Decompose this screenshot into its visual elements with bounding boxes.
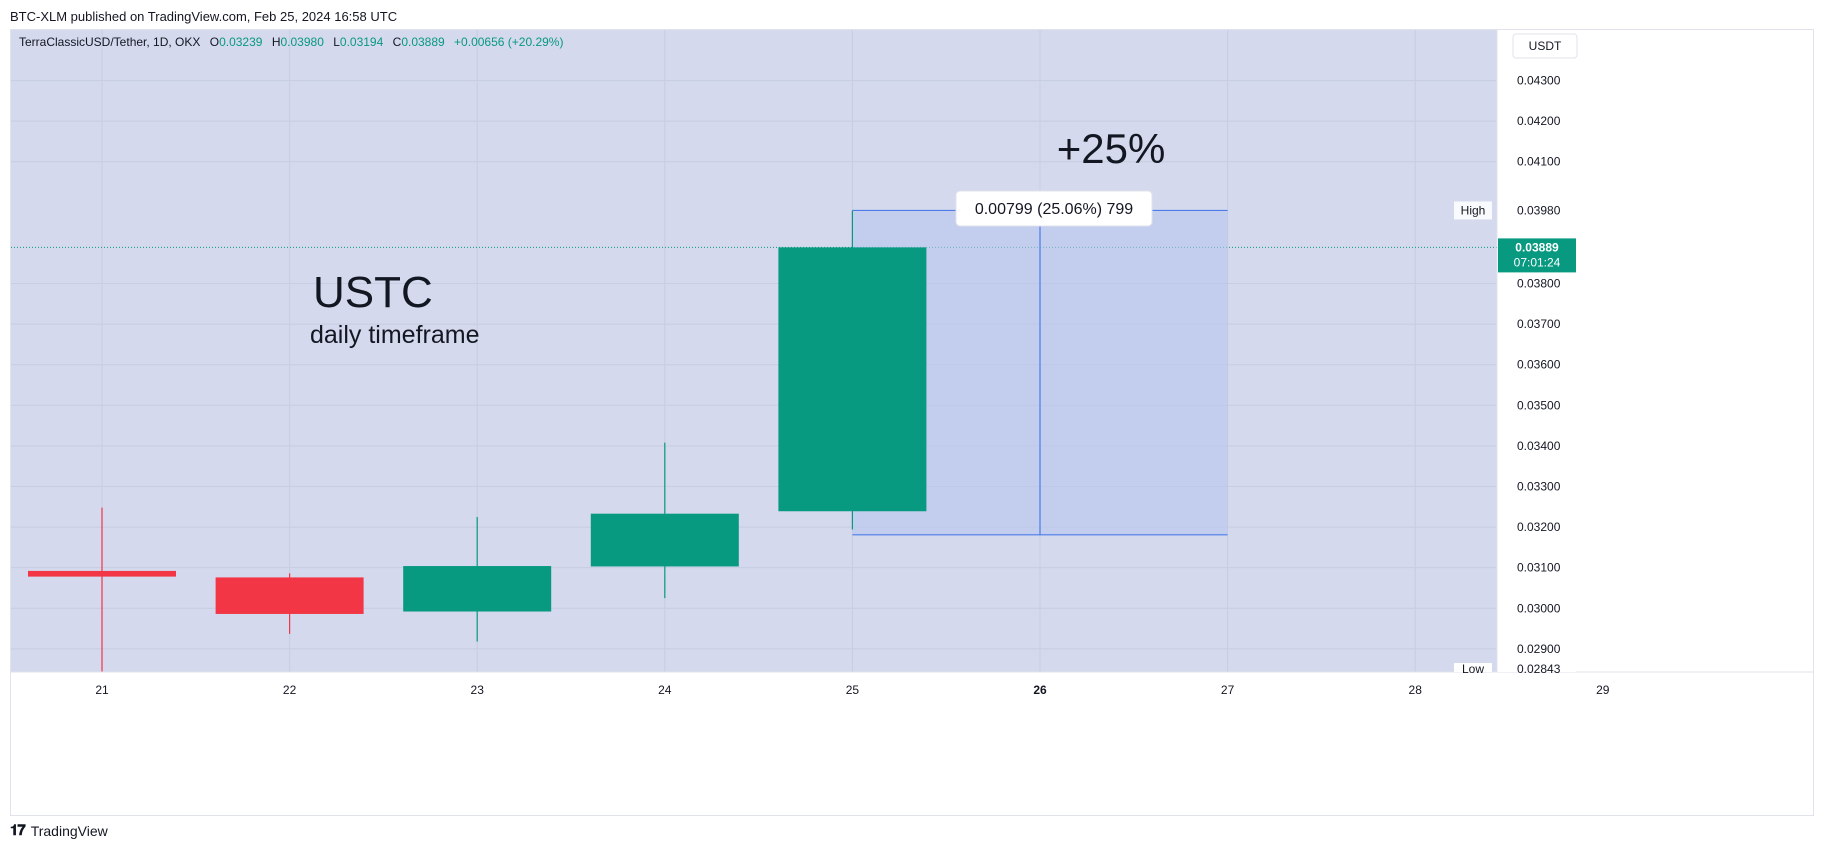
y-tick-label: 0.03200	[1517, 520, 1561, 534]
candles	[28, 210, 927, 672]
footer-brand-label: TradingView	[30, 822, 108, 839]
y-tick-label: 0.03000	[1517, 601, 1561, 615]
time-axis[interactable]	[11, 672, 1813, 815]
low-marker-value: 0.02843	[1517, 662, 1561, 676]
annotation-subtitle[interactable]: daily timeframe	[310, 321, 480, 349]
y-tick-labels: 0.04300 0.04200 0.04100 0.03800 0.03700 0.036…	[1517, 74, 1561, 656]
low-marker-label: Low	[1462, 662, 1484, 676]
x-tick-labels: 21 22 23 24 25 26 27 28 29	[95, 683, 1609, 697]
x-tick-label: 23	[471, 683, 485, 697]
candle-24[interactable]	[590, 442, 739, 599]
currency-button-label: USDT	[1529, 39, 1562, 53]
price-axis[interactable]	[1497, 30, 1813, 672]
bar-countdown: 07:01:24	[1514, 255, 1561, 269]
y-tick-label: 0.04100	[1517, 155, 1561, 169]
y-tick-label: 0.03400	[1517, 439, 1561, 453]
y-tick-label: 0.03700	[1517, 317, 1561, 331]
footer-brand[interactable]: 𝟏𝟕 TradingView	[10, 822, 108, 839]
legend-high-label: H	[272, 35, 281, 49]
high-marker-label: High	[1461, 203, 1486, 217]
candle-21[interactable]	[28, 507, 176, 672]
candle-body	[590, 513, 739, 567]
y-tick-label: 0.03500	[1517, 398, 1561, 412]
candle-22[interactable]	[215, 573, 364, 634]
legend-open-label: O	[210, 35, 219, 49]
x-tick-label: 24	[658, 683, 672, 697]
last-price-badge: 0.03889 07:01:24	[1498, 238, 1576, 273]
candle-body	[778, 247, 927, 512]
annotation-percent[interactable]: +25%	[1057, 125, 1166, 172]
x-tick-label: 26	[1033, 683, 1047, 697]
y-tick-label: 0.04200	[1517, 114, 1561, 128]
currency-button[interactable]: USDT	[1512, 33, 1578, 59]
candle-23[interactable]	[403, 516, 552, 642]
legend-change: +0.00656 (+20.29%)	[454, 35, 563, 49]
low-marker: Low 0.02843	[1454, 662, 1576, 676]
legend-low-label: L	[333, 35, 340, 49]
grid-layer	[11, 30, 1604, 672]
chart-frame[interactable]: +25% USTC daily timeframe 0.00799 (25.06…	[10, 29, 1814, 816]
y-tick-label: 0.03100	[1517, 561, 1561, 575]
tradingview-logo-icon: 𝟏𝟕	[10, 822, 26, 839]
legend-low: 0.03194	[340, 35, 384, 49]
y-tick-label: 0.03300	[1517, 479, 1561, 493]
plot-background[interactable]	[11, 30, 1497, 672]
y-tick-label: 0.03800	[1517, 277, 1561, 291]
x-tick-label: 25	[846, 683, 860, 697]
x-tick-label: 28	[1409, 683, 1423, 697]
legend-open: 0.03239	[219, 35, 263, 49]
legend-close: 0.03889	[401, 35, 445, 49]
candle-body	[403, 566, 552, 612]
measure-label: 0.00799 (25.06%) 799	[955, 190, 1153, 227]
y-tick-label: 0.04300	[1517, 74, 1561, 88]
y-tick-label: 0.02900	[1517, 642, 1561, 656]
symbol-legend: TerraClassicUSD/Tether, 1D, OKX O0.03239…	[19, 35, 563, 49]
legend-close-label: C	[393, 35, 402, 49]
y-tick-label: 0.03600	[1517, 358, 1561, 372]
published-header: BTC-XLM published on TradingView.com, Fe…	[10, 9, 398, 24]
last-price-value: 0.03889	[1515, 240, 1559, 254]
x-tick-label: 21	[95, 683, 109, 697]
candlestick-chart[interactable]: +25% USTC daily timeframe 0.00799 (25.06…	[11, 30, 1813, 815]
candle-body	[215, 577, 364, 614]
x-tick-label: 29	[1596, 683, 1610, 697]
x-tick-label: 27	[1221, 683, 1235, 697]
candle-25[interactable]	[778, 210, 927, 530]
legend-high: 0.03980	[280, 35, 324, 49]
measure-label-text: 0.00799 (25.06%) 799	[975, 201, 1133, 218]
high-marker-value: 0.03980	[1517, 203, 1561, 217]
x-tick-label: 22	[283, 683, 297, 697]
legend-symbol: TerraClassicUSD/Tether, 1D, OKX	[19, 35, 200, 49]
annotation-title[interactable]: USTC	[313, 268, 433, 317]
candle-body	[28, 570, 176, 577]
high-marker: High 0.03980	[1454, 201, 1576, 220]
